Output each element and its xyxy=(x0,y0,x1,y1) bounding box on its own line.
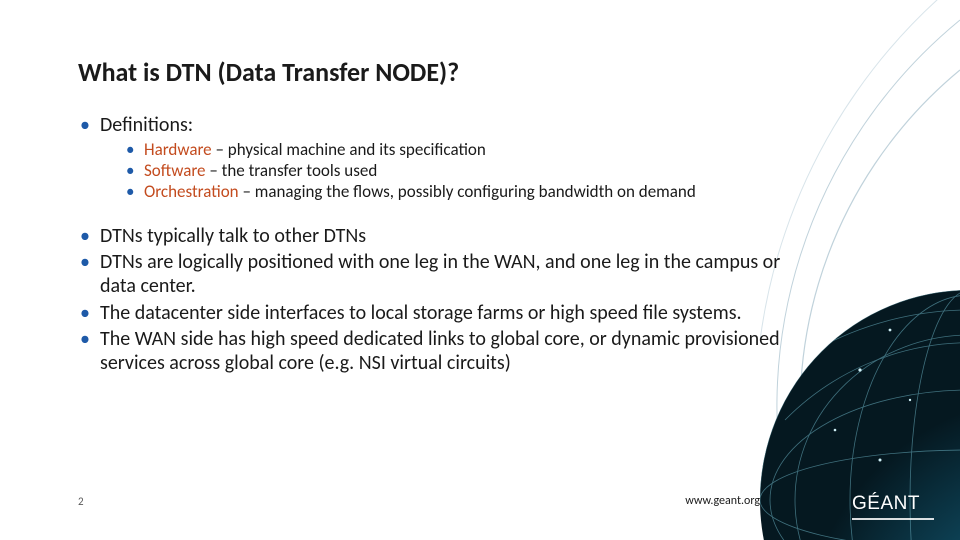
bullet-list-2: DTNs typically talk to other DTNs DTNs a… xyxy=(78,225,798,376)
def-hardware-text: – physical machine and its specification xyxy=(212,139,486,160)
definitions-sublist: Hardware – physical machine and its spec… xyxy=(100,140,798,202)
keyword-software: Software xyxy=(144,160,206,181)
page-number: 2 xyxy=(78,495,84,508)
def-software-text: – the transfer tools used xyxy=(206,160,378,181)
logo-underline xyxy=(852,518,934,520)
bullet-point-2: DTNs are logically positioned with one l… xyxy=(78,251,798,298)
spacer xyxy=(78,205,798,225)
definitions-label: Definitions: xyxy=(100,113,193,137)
footer-url: www.geant.org xyxy=(685,494,760,508)
def-hardware: Hardware – physical machine and its spec… xyxy=(126,140,798,160)
def-software: Software – the transfer tools used xyxy=(126,161,798,181)
slide: What is DTN (Data Transfer NODE)? Defini… xyxy=(0,0,960,540)
def-orchestration-text: – managing the flows, possibly configuri… xyxy=(239,181,696,202)
def-orchestration: Orchestration – managing the flows, poss… xyxy=(126,182,798,202)
slide-title: What is DTN (Data Transfer NODE)? xyxy=(78,56,798,88)
keyword-hardware: Hardware xyxy=(144,139,212,160)
bullet-list: Definitions: Hardware – physical machine… xyxy=(78,114,798,202)
bullet-definitions: Definitions: Hardware – physical machine… xyxy=(78,114,798,202)
content-area: What is DTN (Data Transfer NODE)? Defini… xyxy=(78,56,798,378)
bullet-point-3: The datacenter side interfaces to local … xyxy=(78,302,798,326)
bullet-point-1: DTNs typically talk to other DTNs xyxy=(78,225,798,249)
geant-logo: GÉANT xyxy=(852,493,934,520)
bullet-point-4: The WAN side has high speed dedicated li… xyxy=(78,328,798,375)
keyword-orchestration: Orchestration xyxy=(144,181,239,202)
logo-text: GÉANT xyxy=(852,493,934,515)
